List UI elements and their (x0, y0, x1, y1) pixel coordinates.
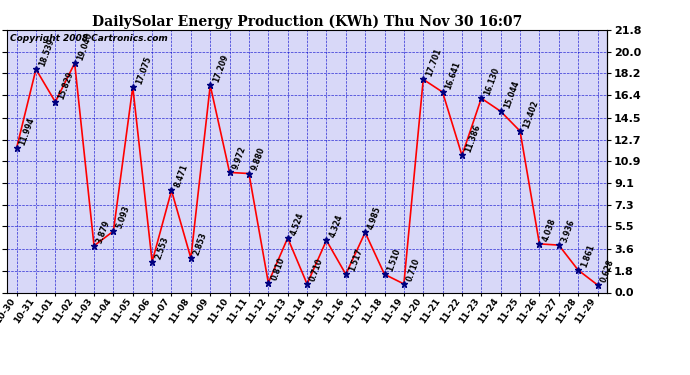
Text: 0.628: 0.628 (599, 258, 615, 284)
Text: 17.075: 17.075 (134, 55, 152, 86)
Text: 9.972: 9.972 (231, 146, 248, 171)
Text: 17.701: 17.701 (424, 47, 443, 78)
Text: 15.829: 15.829 (57, 70, 75, 100)
Text: 1.861: 1.861 (580, 243, 596, 269)
Text: 16.641: 16.641 (444, 60, 462, 91)
Text: 0.810: 0.810 (270, 256, 286, 281)
Text: 9.880: 9.880 (250, 146, 267, 172)
Text: 0.710: 0.710 (405, 257, 422, 282)
Text: 15.044: 15.044 (502, 80, 520, 110)
Text: 1.517: 1.517 (347, 248, 364, 273)
Text: 4.985: 4.985 (366, 206, 383, 231)
Text: 4.524: 4.524 (289, 211, 306, 237)
Text: 3.936: 3.936 (560, 218, 577, 244)
Text: 4.038: 4.038 (541, 217, 558, 243)
Text: 18.539: 18.539 (37, 38, 56, 68)
Text: 3.879: 3.879 (95, 219, 112, 245)
Text: 19.040: 19.040 (76, 32, 95, 62)
Text: 2.853: 2.853 (193, 231, 209, 257)
Text: 16.130: 16.130 (483, 66, 501, 97)
Title: DailySolar Energy Production (KWh) Thu Nov 30 16:07: DailySolar Energy Production (KWh) Thu N… (92, 15, 522, 29)
Text: 17.209: 17.209 (212, 53, 230, 84)
Text: 1.510: 1.510 (386, 248, 402, 273)
Text: 5.093: 5.093 (115, 204, 131, 230)
Text: 8.471: 8.471 (173, 164, 190, 189)
Text: 13.402: 13.402 (522, 99, 540, 130)
Text: 0.710: 0.710 (308, 257, 325, 282)
Text: 4.324: 4.324 (328, 213, 344, 239)
Text: 11.386: 11.386 (464, 123, 482, 154)
Text: 2.553: 2.553 (153, 235, 170, 260)
Text: Copyright 2008 Cartronics.com: Copyright 2008 Cartronics.com (10, 34, 168, 43)
Text: 11.994: 11.994 (18, 116, 37, 147)
